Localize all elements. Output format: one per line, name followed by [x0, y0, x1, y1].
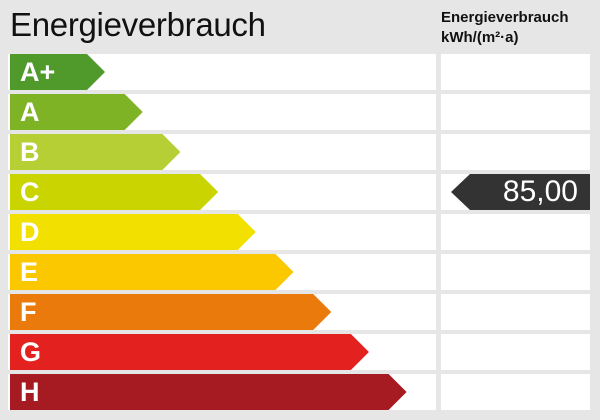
class-label: D [20, 217, 40, 247]
class-arrow-E: E [10, 254, 294, 290]
class-arrow-H: H [10, 374, 407, 410]
value-label: 85,00 [502, 175, 578, 208]
class-arrow-C: C [10, 174, 219, 210]
class-label: A+ [20, 57, 56, 87]
unit-header-line2: kWh/(m²·a) [441, 29, 519, 46]
value-cell-F [441, 294, 590, 330]
value-cell-B [441, 134, 590, 170]
unit-header-line1: Energieverbrauch [441, 9, 569, 26]
unit-header: Energieverbrauch kWh/(m²·a) [441, 8, 569, 48]
value-cell-D [441, 214, 590, 250]
value-cell-A+ [441, 54, 590, 90]
class-label: B [20, 137, 40, 167]
class-label: H [20, 377, 40, 407]
class-arrow-A: A [10, 94, 143, 130]
value-cell-A [441, 94, 590, 130]
value-cell-H [441, 374, 590, 410]
class-label: C [20, 177, 40, 207]
class-arrow-A+: A+ [10, 54, 105, 90]
value-marker: 85,00 [451, 174, 590, 210]
class-label: A [20, 97, 40, 127]
class-label: F [20, 297, 37, 327]
value-cell-G [441, 334, 590, 370]
class-arrow-D: D [10, 214, 256, 250]
class-label: E [20, 257, 39, 287]
class-arrow-F: F [10, 294, 332, 330]
class-arrow-B: B [10, 134, 181, 170]
class-arrow-G: G [10, 334, 369, 370]
class-label: G [20, 337, 42, 367]
page-title: Energieverbrauch [10, 6, 266, 43]
value-cell-E [441, 254, 590, 290]
